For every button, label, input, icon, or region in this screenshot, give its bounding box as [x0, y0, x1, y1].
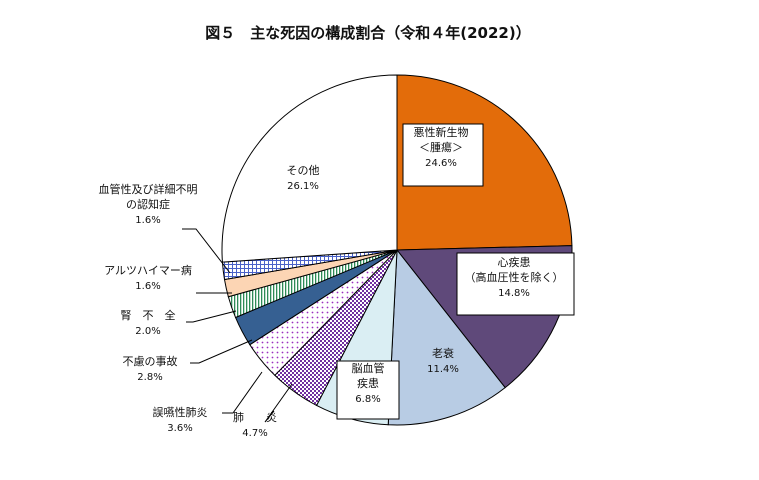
pie-slices: [221, 74, 573, 426]
leader-kidney: [186, 310, 237, 323]
label-dementia-line-1: 血管性及び詳細不明: [99, 182, 198, 196]
label-alzheimer-line-1: アルツハイマー病: [104, 263, 192, 277]
leader-accident: [190, 339, 253, 364]
pct-kidney: 2.0%: [135, 326, 160, 337]
pct-dementia: 1.6%: [135, 215, 160, 226]
label-aspiration-line-1: 誤嚥性肺炎: [153, 405, 208, 419]
label-stroke-line-1: 脳血管: [352, 361, 385, 375]
pct-heart: 14.8%: [498, 288, 530, 299]
label-dementia-line-2: の認知症: [126, 197, 170, 211]
leader-pneumonia: [264, 383, 293, 423]
label-pneumonia-line-1: 肺 炎: [233, 411, 277, 424]
leader-aspiration: [222, 371, 263, 414]
slice-cancer: [396, 74, 573, 251]
pct-alzheimer: 1.6%: [135, 281, 160, 292]
label-cancer-line-1: 悪性新生物: [414, 125, 469, 139]
label-accident-line-1: 不慮の事故: [123, 354, 178, 368]
label-stroke-line-2: 疾患: [357, 376, 379, 390]
chart-title: 図５ 主な死因の構成割合（令和４年(2022)）: [205, 24, 530, 42]
label-box-heart: [456, 252, 575, 316]
slice-labels: 悪性新生物＜腫瘍＞ 24.6% 心疾患（高血圧性を除く） 14.8% 老衰 11.4% 脳血…: [99, 123, 575, 439]
leader-dementia: [182, 228, 231, 274]
pct-pneumonia: 4.7%: [242, 428, 267, 439]
label-box-stroke: [336, 360, 400, 420]
label-other-line-1: その他: [287, 164, 320, 177]
pct-senility: 11.4%: [427, 364, 459, 375]
slice-senility: [387, 248, 506, 426]
slice-other: [221, 74, 398, 263]
pct-other: 26.1%: [287, 181, 319, 192]
leader-lines: [182, 228, 293, 423]
label-box-cancer: [402, 123, 484, 187]
label-senility-line-1: 老衰: [432, 346, 454, 360]
pct-aspiration: 3.6%: [167, 423, 192, 434]
pct-accident: 2.8%: [137, 372, 162, 383]
pct-stroke: 6.8%: [355, 394, 380, 405]
label-heart-line-2: （高血圧性を除く）: [465, 270, 564, 284]
pct-cancer: 24.6%: [425, 158, 457, 169]
label-heart-line-1: 心疾患: [498, 255, 531, 269]
label-kidney-line-1: 腎 不 全: [121, 308, 176, 322]
label-cancer-line-2: ＜腫瘍＞: [419, 140, 463, 154]
